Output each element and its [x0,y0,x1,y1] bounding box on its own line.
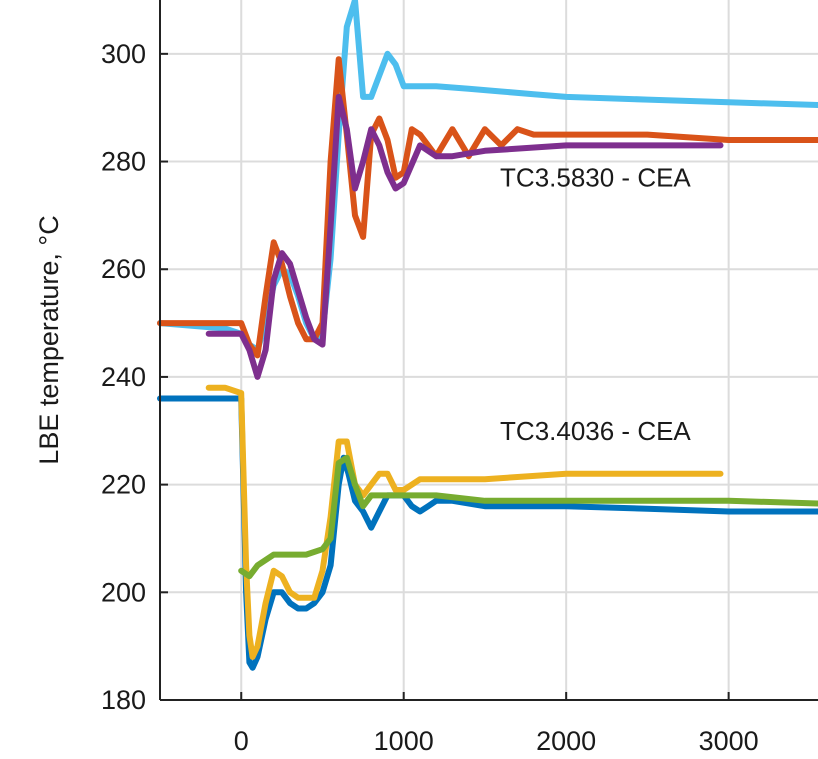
series-line-2 [205,93,724,380]
series-line-3 [157,395,818,671]
axes [159,0,818,701]
series-line-1 [157,56,818,359]
x-tick-label: 0 [234,726,249,756]
annotation-tc3-5830: TC3.5830 - CEA [500,163,691,193]
x-tick-label: 1000 [374,726,434,756]
y-tick-label: 200 [101,577,146,607]
x-tick-label: 3000 [699,726,759,756]
y-tick-label: 180 [101,685,146,715]
annotation-tc3-4036: TC3.4036 - CEA [500,416,691,446]
tick-labels: 0 1000 2000 3000 180 200 220 240 260 280 300 [101,39,759,756]
y-tick-label: 300 [101,39,146,69]
y-tick-label: 280 [101,147,146,177]
y-tick-label: 260 [101,254,146,284]
series-line-0 [157,0,818,353]
series-layer [157,0,818,671]
y-axis-title: LBE temperature, °C [34,215,64,464]
y-tick-label: 240 [101,362,146,392]
x-tick-label: 2000 [536,726,596,756]
series-line-5 [238,454,818,580]
y-tick-label: 220 [101,470,146,500]
